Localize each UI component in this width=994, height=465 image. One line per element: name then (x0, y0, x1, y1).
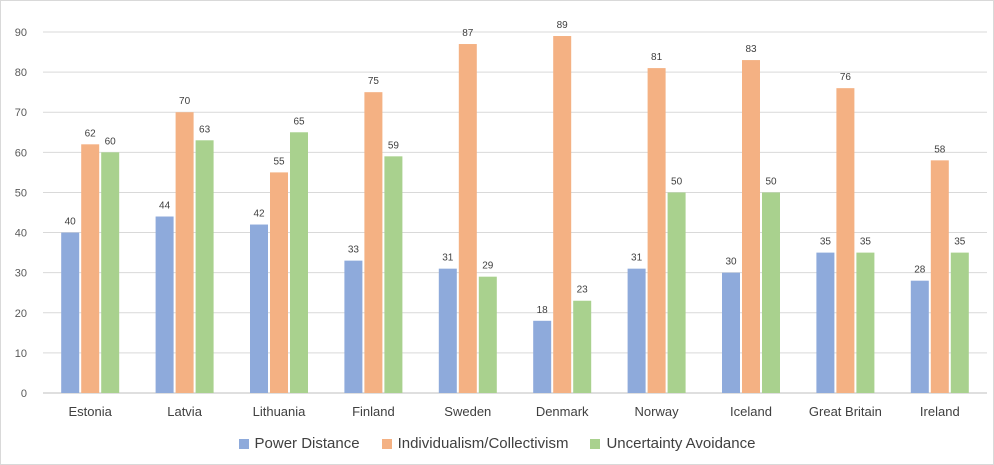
category-label: Finland (352, 404, 395, 419)
category-label: Iceland (730, 404, 772, 419)
y-tick-label: 50 (15, 187, 27, 199)
data-label: 31 (442, 253, 454, 264)
bar (762, 192, 780, 393)
category-label: Sweden (444, 404, 491, 419)
y-tick-label: 70 (15, 107, 27, 119)
bar (930, 160, 949, 393)
data-label: 44 (159, 201, 171, 212)
data-label: 29 (482, 261, 494, 272)
bar-chart: 0 10 20 30 40 50 60 70 80 90 40 62 60 Estonia 44 70 63 La… (15, 20, 987, 419)
legend-item: Individualism/Collectivism (381, 435, 569, 452)
y-tick-label: 20 (15, 308, 27, 320)
data-label: 55 (273, 156, 285, 167)
bar (742, 60, 760, 393)
category-label: Lithuania (253, 404, 307, 419)
bar (722, 272, 740, 393)
bar (250, 224, 268, 393)
y-tick-label: 0 (21, 388, 27, 400)
bar (627, 268, 646, 393)
data-label: 50 (671, 176, 683, 187)
data-label: 70 (179, 96, 191, 107)
bar (910, 280, 929, 393)
data-label: 35 (860, 237, 872, 248)
y-tick-label: 90 (15, 27, 27, 39)
bar (647, 68, 666, 393)
data-label: 60 (105, 136, 117, 147)
y-tick-label: 60 (15, 147, 27, 159)
data-label: 59 (388, 140, 400, 151)
bar (478, 276, 497, 393)
y-tick-label: 80 (15, 67, 27, 79)
legend-swatch (590, 438, 601, 449)
bar (101, 152, 120, 393)
category-label: Ireland (920, 404, 960, 419)
data-label: 83 (745, 44, 757, 55)
category-label: Great Britain (809, 404, 882, 419)
category-label: Norway (635, 404, 680, 419)
bar (61, 232, 80, 393)
legend-item: Uncertainty Avoidance (590, 435, 755, 452)
bar (458, 44, 477, 394)
data-label: 75 (368, 76, 380, 87)
legend-label: Uncertainty Avoidance (606, 435, 756, 452)
data-label: 50 (765, 176, 777, 187)
data-label: 28 (914, 265, 926, 276)
data-label: 63 (199, 124, 211, 135)
bar (270, 172, 288, 393)
data-label: 62 (85, 128, 97, 139)
legend-label: Individualism/Collectivism (397, 435, 569, 452)
bar (533, 320, 552, 393)
data-label: 35 (954, 237, 966, 248)
category-label: Latvia (167, 404, 202, 419)
bar (856, 252, 875, 393)
category-label: Estonia (69, 404, 113, 419)
bar (344, 260, 363, 393)
data-label: 35 (820, 237, 832, 248)
bar (175, 112, 194, 393)
y-tick-label: 40 (15, 228, 27, 240)
legend: Power Distance Individualism/Collectivism… (1, 435, 993, 452)
legend-item: Power Distance (238, 435, 360, 452)
bar (384, 156, 403, 393)
data-label: 65 (293, 116, 305, 127)
y-tick-label: 30 (15, 268, 27, 280)
legend-label: Power Distance (254, 435, 360, 452)
bar (364, 92, 383, 394)
data-label: 87 (462, 28, 474, 39)
legend-swatch (238, 438, 249, 449)
data-label: 81 (651, 52, 663, 63)
data-label: 23 (577, 285, 589, 296)
data-label: 33 (348, 245, 360, 256)
bar (290, 132, 308, 393)
bar (81, 144, 100, 393)
category-label: Denmark (536, 404, 589, 419)
data-label: 76 (840, 72, 852, 83)
bar (950, 252, 969, 393)
legend-swatch (381, 438, 392, 449)
data-label: 58 (934, 144, 946, 155)
data-label: 30 (725, 257, 737, 268)
bar (573, 300, 592, 393)
data-label: 31 (631, 253, 643, 264)
bar (553, 36, 572, 394)
y-tick-label: 10 (15, 348, 27, 360)
data-label: 42 (253, 209, 265, 220)
bar (438, 268, 457, 393)
data-label: 18 (537, 305, 549, 316)
bar (836, 88, 855, 394)
bar (816, 252, 835, 393)
data-label: 89 (557, 20, 569, 31)
bar (195, 140, 214, 393)
bar (667, 192, 686, 393)
data-label: 40 (65, 217, 77, 228)
bar (155, 216, 174, 393)
